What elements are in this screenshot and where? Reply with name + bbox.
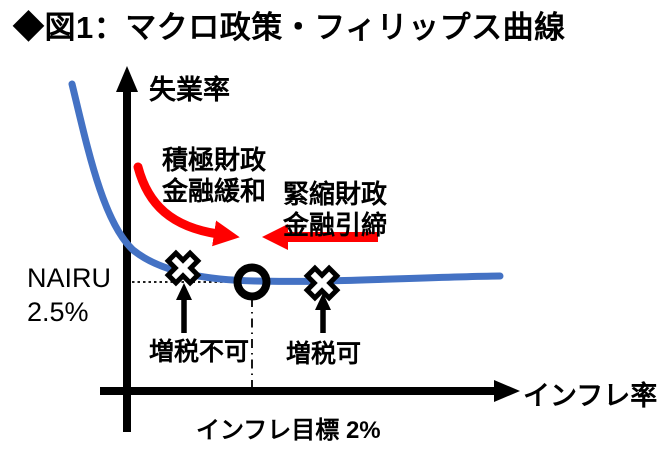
x-axis <box>100 380 520 402</box>
easing-policy-line2: 金融緩和 <box>162 176 267 206</box>
marker-x-left <box>164 249 202 287</box>
tightening-policy-line2: 金融引締 <box>283 210 388 240</box>
easing-policy-line1: 積極財政 <box>162 145 267 175</box>
x-axis-label: インフレ率 <box>523 381 658 411</box>
nairu-label: NAIRU 2.5% <box>27 261 111 329</box>
inflation-target-label: インフレ目標 2% <box>196 417 381 444</box>
marker-x-right <box>303 264 341 302</box>
x-axis-arrowhead <box>494 380 520 402</box>
marker-circle-target <box>233 263 271 301</box>
nairu-name: NAIRU <box>27 263 112 293</box>
tightening-policy-line1: 緊縮財政 <box>283 179 388 209</box>
up-arrow-right <box>315 293 331 333</box>
easing-policy-label: 積極財政 金融緩和 <box>162 145 266 207</box>
y-axis <box>116 66 138 432</box>
y-axis-arrowhead <box>116 66 138 92</box>
easing-curved-arrow <box>133 162 240 247</box>
up-arrow-left <box>176 283 192 333</box>
tax-increase-not-possible-label: 増税不可 <box>149 338 250 366</box>
y-axis-label: 失業率 <box>149 75 230 105</box>
tightening-policy-label: 緊縮財政 金融引締 <box>283 179 387 241</box>
figure-title: ◆図1：マクロ政策・フィリップス曲線 <box>13 10 566 45</box>
nairu-value: 2.5% <box>27 297 89 327</box>
tax-increase-possible-label: 増税可 <box>286 340 362 368</box>
